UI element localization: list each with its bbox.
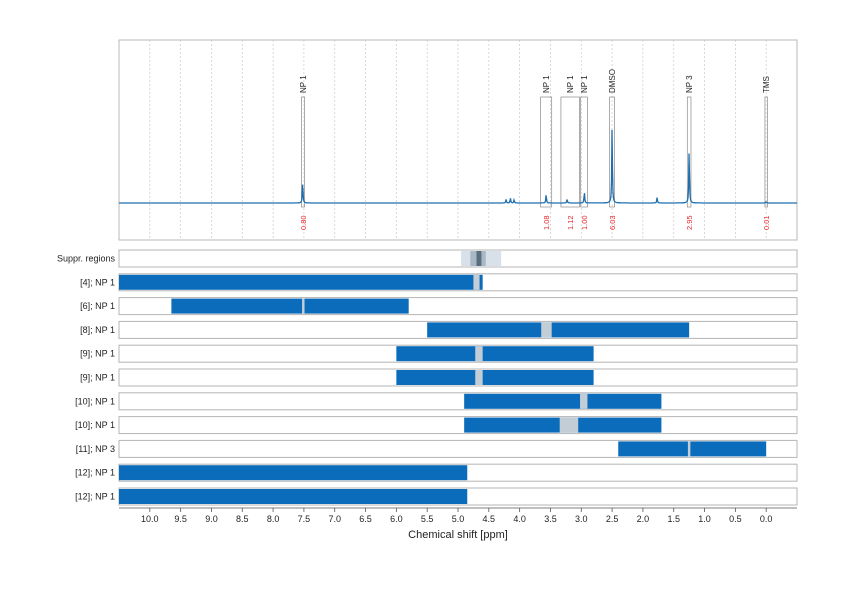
spectrum-trace [119,129,797,204]
suppression-row-label: Suppr. regions [57,254,116,264]
x-tick-label-8: 6.0 [390,514,403,524]
range-row-frame-6 [118,416,798,435]
x-tick-label-18: 1.0 [698,514,711,524]
x-tick-label-16: 2.0 [637,514,650,524]
integral-label-3: 1.00 [580,215,589,230]
peak-label-0: NP 1 [299,75,308,93]
integral-label-6: 0.01 [762,215,771,230]
range-row-label-6: [10]; NP 1 [75,420,115,430]
range-gap-1-0 [302,298,305,314]
x-tick-label-3: 8.5 [236,514,249,524]
peak-annotation-box-6 [764,96,768,208]
peak-label-1: NP 1 [542,75,551,93]
integral-label-1: 1.08 [542,215,551,230]
range-gap-4-0 [475,370,483,385]
range-gap-3-0 [475,346,483,362]
x-tick-label-12: 4.0 [513,514,526,524]
range-row-frame-5 [118,392,798,411]
peak-label-5: NP 3 [685,75,694,93]
range-bar-9 [119,489,468,504]
x-tick-label-1: 9.5 [174,514,187,524]
range-gap-6-0 [559,417,579,433]
range-row-label-1: [6]; NP 1 [80,301,115,311]
x-tick-label-10: 5.0 [452,514,465,524]
range-row-label-7: [11]; NP 3 [76,444,115,454]
range-row-label-5: [10]; NP 1 [75,396,115,406]
range-bar-1 [171,298,409,314]
x-tick-label-13: 3.5 [544,514,557,524]
range-gap-0-0 [473,274,480,290]
x-tick-label-5: 7.5 [298,514,311,524]
integral-label-4: 6.03 [608,215,617,230]
range-bar-3 [396,346,594,362]
x-tick-label-7: 6.5 [359,514,372,524]
x-tick-label-14: 3.0 [575,514,588,524]
peak-annotation-box-5 [686,96,692,208]
peak-label-3: NP 1 [580,75,589,93]
x-axis-label: Chemical shift [ppm] [408,529,508,541]
peak-annotation-box-1 [540,96,553,208]
range-bar-0 [119,274,483,290]
range-row-label-2: [8]; NP 1 [80,325,115,335]
range-bar-7 [618,441,767,457]
range-row-label-4: [9]; NP 1 [80,373,115,383]
range-row-label-3: [9]; NP 1 [80,349,115,359]
peak-annotation-box-4 [609,96,615,208]
range-gap-5-0 [580,393,588,409]
x-tick-label-9: 5.5 [421,514,434,524]
integral-label-2: 1.12 [566,215,575,230]
suppression-row-frame [118,249,798,268]
peak-annotation-box-3 [580,96,588,208]
range-row-label-8: [12]; NP 1 [75,468,115,478]
suppression-region-2 [476,251,482,266]
integral-label-0: 0.80 [299,215,308,230]
range-bar-2 [427,322,690,338]
x-tick-label-2: 9.0 [205,514,218,524]
range-gap-2-0 [541,322,552,338]
range-row-label-9: [12]; NP 1 [75,492,115,502]
range-row-label-0: [4]; NP 1 [80,277,115,287]
spectrum-panel: NP 1 0.80 NP 1 1.08 NP 1 1.12 NP 1 1.00 DMSO 6.03… [118,39,798,241]
x-tick-label-17: 1.5 [667,514,680,524]
x-tick-label-11: 4.5 [483,514,496,524]
range-bar-4 [396,370,594,385]
peak-label-2: NP 1 [566,75,575,93]
x-tick-label-20: 0.0 [760,514,773,524]
range-bar-8 [119,465,468,481]
x-tick-label-19: 0.5 [729,514,742,524]
x-axis: 10.0 9.5 9.0 8.5 8.0 7.5 7.0 6.5 6.0 5.5 5.0 4.5 4.0… [119,507,797,524]
peak-label-4: DMSO [608,69,617,93]
peak-annotation-box-0 [301,96,305,208]
range-gap-7-0 [687,441,691,457]
x-tick-label-4: 8.0 [267,514,280,524]
x-tick-label-15: 2.5 [606,514,619,524]
x-tick-label-0: 10.0 [141,514,159,524]
range-bar-5 [464,393,662,409]
range-rows-panel: Suppr. regions [4]; NP 1 [6]; NP 1 [8]; NP … [57,249,798,506]
x-tick-label-6: 7.0 [328,514,341,524]
peak-label-6: TMS [762,76,771,93]
integral-label-5: 2.95 [685,215,694,230]
peak-annotation-box-2 [560,96,580,208]
